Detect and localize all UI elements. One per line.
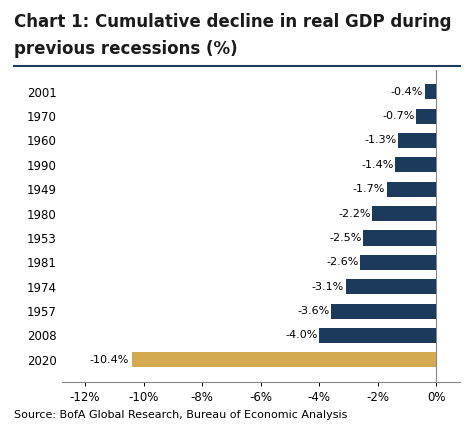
- Text: -1.3%: -1.3%: [365, 135, 397, 145]
- Text: Source: BofA Global Research, Bureau of Economic Analysis: Source: BofA Global Research, Bureau of …: [14, 410, 347, 420]
- Text: previous recessions (%): previous recessions (%): [14, 40, 238, 58]
- Bar: [346, 279, 437, 294]
- Bar: [360, 255, 437, 270]
- Text: -2.5%: -2.5%: [329, 233, 362, 243]
- Text: -2.6%: -2.6%: [327, 257, 359, 268]
- Text: -3.6%: -3.6%: [297, 306, 329, 316]
- Bar: [398, 133, 437, 148]
- Bar: [319, 328, 437, 343]
- Bar: [363, 230, 437, 245]
- Bar: [395, 157, 437, 173]
- Text: Chart 1: Cumulative decline in real GDP during: Chart 1: Cumulative decline in real GDP …: [14, 13, 452, 31]
- Text: -3.1%: -3.1%: [312, 282, 344, 292]
- Bar: [425, 84, 437, 99]
- Text: -10.4%: -10.4%: [90, 355, 129, 365]
- Text: -1.4%: -1.4%: [362, 160, 394, 170]
- Bar: [416, 109, 437, 124]
- Bar: [372, 206, 437, 221]
- Bar: [387, 181, 437, 197]
- Text: -2.2%: -2.2%: [338, 209, 371, 219]
- Text: -1.7%: -1.7%: [353, 184, 385, 194]
- Bar: [331, 304, 437, 319]
- Text: -4.0%: -4.0%: [285, 330, 318, 340]
- Text: -0.7%: -0.7%: [382, 111, 414, 121]
- Bar: [132, 352, 437, 368]
- Text: -0.4%: -0.4%: [391, 86, 423, 97]
